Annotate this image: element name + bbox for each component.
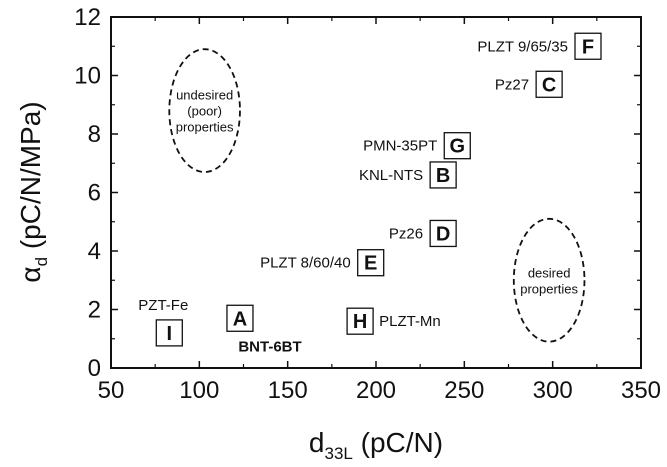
y-tick-label: 12: [74, 4, 101, 31]
region-label: properties: [520, 281, 578, 296]
point-label: KNL-NTS: [359, 167, 423, 184]
x-tick-label: 300: [533, 377, 573, 404]
x-tick-label: 350: [621, 377, 661, 404]
data-point: B KNL-NTS: [359, 161, 457, 189]
point-label: PLZT 8/60/40: [260, 255, 351, 272]
point-marker-box: [346, 307, 374, 335]
y-axis-title-main: α: [15, 266, 46, 282]
x-tick-label: 50: [98, 377, 125, 404]
point-label: PLZT 9/65/35: [477, 38, 568, 55]
data-point: I PZT-Fe: [138, 297, 188, 347]
x-tick-label: 150: [268, 377, 308, 404]
point-letter: I: [167, 323, 173, 345]
point-marker-box: [357, 249, 385, 277]
point-marker-box: [155, 319, 183, 347]
y-axis-title: αd (pC/N/MPa): [15, 101, 51, 282]
point-letter: F: [582, 36, 594, 58]
point-label: PZT-Fe: [138, 297, 188, 314]
x-tick-label: 200: [356, 377, 396, 404]
point-label: PMN-35PT: [363, 138, 437, 155]
point-letter: B: [436, 165, 450, 187]
point-letter: C: [542, 74, 556, 96]
data-points: A B KNL-NTS C Pz27 D Pz26 E PLZT 8/60/40 F PLZT 9/…: [138, 32, 602, 356]
point-label: Pz26: [389, 225, 423, 242]
region-label: properties: [176, 120, 234, 135]
x-axis-title-sub: 33L: [324, 444, 352, 463]
x-tick-label: 250: [444, 377, 484, 404]
x-tick-label: 100: [179, 377, 219, 404]
data-point: D Pz26: [389, 219, 457, 248]
y-tick-label: 0: [88, 355, 101, 382]
y-tick-label: 2: [88, 297, 101, 324]
y-tick-label: 10: [74, 63, 101, 90]
point-letter: G: [449, 136, 465, 158]
axis-ticks: 50 100 150 200 250 300 350 0 2 4 6 8 10 12: [74, 4, 661, 404]
y-tick-label: 8: [88, 121, 101, 148]
point-letter: H: [353, 311, 367, 333]
point-letter: D: [436, 223, 450, 245]
data-point: A: [226, 304, 254, 332]
region-label: desired: [528, 265, 571, 280]
x-axis-title: d33L (pC/N): [309, 427, 443, 463]
point-marker-box: [226, 304, 254, 332]
data-point: F PLZT 9/65/35: [477, 32, 602, 60]
property-regions: undesired(poor)propertiesdesiredproperti…: [168, 48, 586, 343]
data-point: E PLZT 8/60/40: [260, 249, 385, 277]
region-ellipse: [512, 217, 586, 343]
region-label: undesired: [176, 88, 233, 103]
point-marker-box: [443, 132, 471, 160]
x-axis-title-main: d: [309, 427, 325, 458]
data-point: C Pz27: [495, 70, 563, 98]
point-label: Pz27: [495, 76, 529, 93]
x-axis-title-rest: (pC/N): [353, 427, 443, 458]
plot-frame: [110, 16, 642, 369]
region-label: (poor): [187, 104, 222, 119]
data-point: BNT-6BT: [238, 339, 301, 356]
point-letter: E: [364, 253, 377, 275]
point-letter: A: [233, 308, 247, 330]
y-axis-title-rest: (pC/N/MPa): [15, 101, 46, 257]
point-marker-box: [574, 32, 602, 60]
data-point: H PLZT-Mn: [346, 307, 441, 335]
point-marker-box: [535, 70, 563, 98]
y-tick-label: 4: [88, 238, 101, 265]
point-marker-box: [429, 219, 457, 248]
point-label: PLZT-Mn: [379, 313, 441, 330]
point-label: BNT-6BT: [238, 339, 301, 356]
data-point: G PMN-35PT: [363, 132, 471, 160]
point-marker-box: [429, 161, 457, 189]
y-axis-title-sub: d: [32, 257, 51, 266]
y-tick-label: 6: [88, 180, 101, 207]
region-ellipse: [168, 48, 241, 173]
